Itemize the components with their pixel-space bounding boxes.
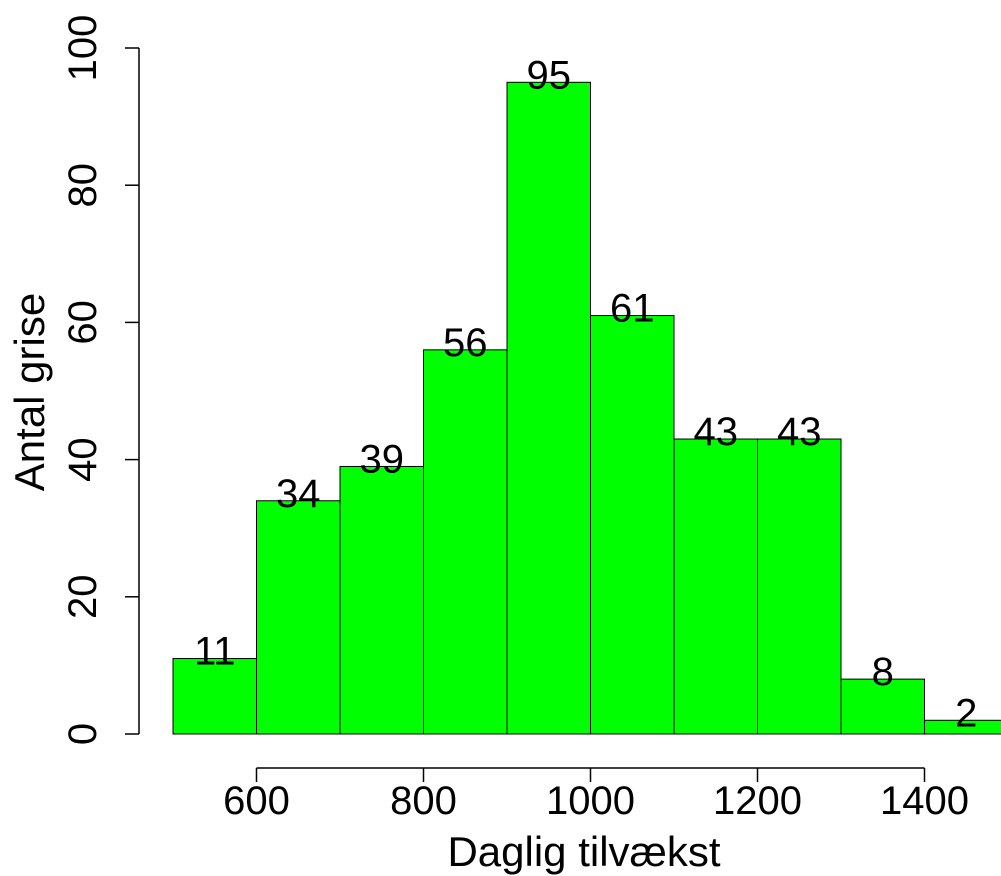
bar-value-label-6: 61 — [610, 287, 655, 331]
y-axis-tick-label-40: 40 — [61, 437, 105, 482]
y-axis-tick-label-60: 60 — [61, 300, 105, 345]
histogram-bar-6 — [590, 315, 675, 735]
x-axis-tick-label-1400: 1400 — [880, 779, 969, 823]
y-axis-tick-label-20: 20 — [61, 575, 105, 620]
bar-value-label-9: 8 — [872, 650, 894, 694]
bars-layer — [172, 81, 1001, 735]
x-axis: 600 800 1000 1200 1400 — [223, 767, 969, 823]
bar-value-label-10: 2 — [955, 691, 977, 735]
histogram-bar-1 — [172, 658, 257, 735]
x-axis-tick-label-1200: 1200 — [713, 779, 802, 823]
bar-value-label-2: 34 — [276, 472, 321, 516]
histogram-bar-8 — [757, 438, 842, 735]
histogram-bar-7 — [673, 438, 758, 735]
y-axis-tick-label-0: 0 — [61, 723, 105, 745]
histogram-bar-3 — [339, 465, 424, 735]
x-axis-tick-label-600: 600 — [223, 779, 290, 823]
x-axis-tick-label-800: 800 — [390, 779, 457, 823]
y-axis-title: Antal grise — [6, 293, 53, 491]
bar-value-label-4: 56 — [443, 321, 488, 365]
histogram-bar-5 — [506, 81, 591, 735]
bar-value-label-3: 39 — [360, 437, 405, 481]
data-labels-layer: 11 34 39 56 95 61 43 43 8 2 — [194, 53, 977, 735]
bar-value-label-7: 43 — [694, 410, 739, 454]
histogram-bar-2 — [256, 500, 341, 735]
bar-value-label-5: 95 — [527, 53, 572, 97]
histogram-bar-4 — [423, 349, 508, 735]
bar-value-label-1: 11 — [194, 630, 236, 674]
y-axis-tick-label-80: 80 — [61, 163, 105, 208]
x-axis-title: Daglig tilvækst — [447, 828, 720, 875]
y-axis: 0 20 40 60 80 100 — [61, 15, 140, 745]
histogram-bar-9 — [840, 678, 925, 735]
histogram-bar-10 — [924, 719, 1001, 735]
x-axis-tick-label-1000: 1000 — [546, 779, 635, 823]
bar-value-label-8: 43 — [777, 410, 822, 454]
y-axis-tick-label-100: 100 — [61, 15, 105, 82]
